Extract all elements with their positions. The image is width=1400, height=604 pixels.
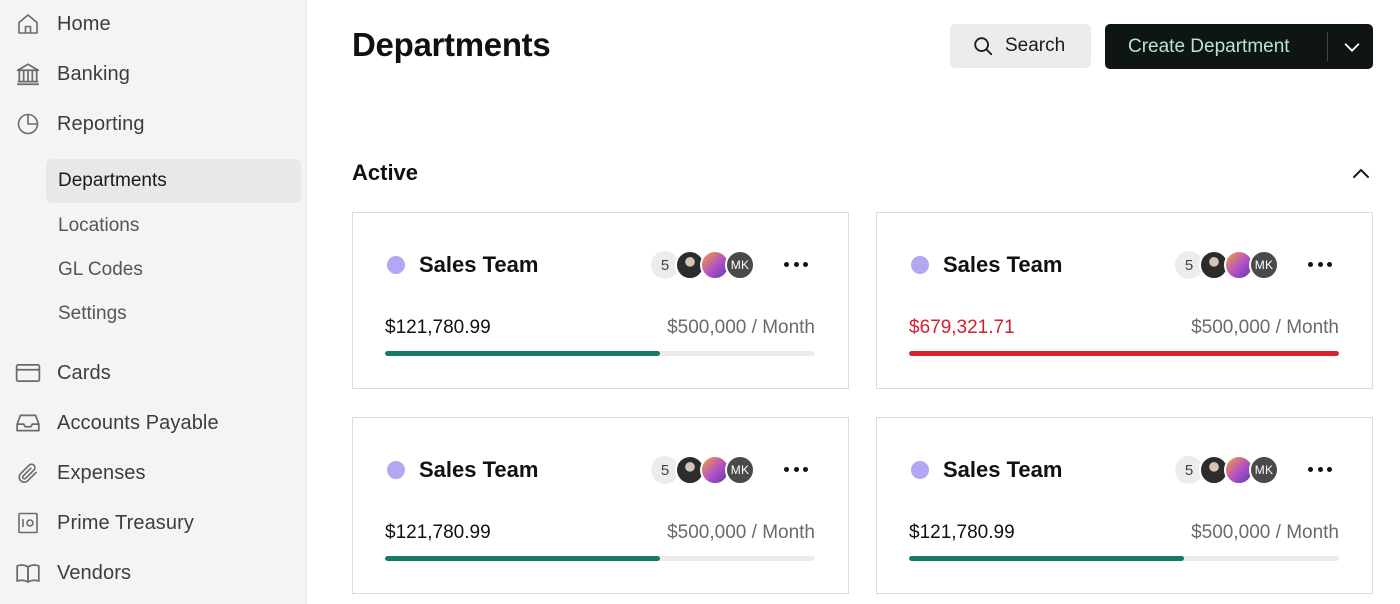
bank-icon [15, 61, 41, 87]
sidebar-item-label: Expenses [57, 461, 146, 484]
spent-amount: $679,321.71 [909, 317, 1015, 338]
department-name: Sales Team [419, 252, 539, 277]
sidebar-item-label: Reporting [57, 112, 145, 135]
chevron-down-icon[interactable] [1341, 36, 1363, 58]
budget-amount: $500,000 / Month [667, 317, 815, 338]
more-options-icon[interactable] [781, 458, 811, 480]
sidebar-subitem-gl-codes[interactable]: GL Codes [46, 248, 301, 292]
spent-amount: $121,780.99 [385, 522, 491, 543]
more-options-icon[interactable] [1305, 458, 1335, 480]
department-name: Sales Team [943, 457, 1063, 482]
avatar[interactable]: MK [725, 250, 755, 280]
budget-progress-fill [909, 351, 1339, 356]
sidebar-item-cards[interactable]: Cards [0, 353, 307, 393]
budget-amount: $500,000 / Month [1191, 522, 1339, 543]
budget-progress-fill [385, 556, 661, 561]
sidebar-item-label: Home [57, 12, 111, 35]
book-icon [15, 560, 41, 586]
spent-amount: $121,780.99 [385, 317, 491, 338]
department-color-dot [911, 461, 929, 479]
page-title: Departments [352, 26, 551, 63]
create-department-label: Create Department [1128, 36, 1290, 57]
budget-progress-bar [385, 556, 815, 561]
sidebar-subitem-settings[interactable]: Settings [46, 292, 301, 336]
department-color-dot [387, 256, 405, 274]
sidebar-item-reporting[interactable]: Reporting [0, 104, 307, 144]
avatar[interactable] [1224, 455, 1254, 485]
credit-card-icon [15, 360, 41, 386]
department-card[interactable]: Sales Team 5 MK $679,321.71 $500,000 / M… [876, 212, 1373, 389]
chevron-up-icon[interactable] [1349, 162, 1373, 186]
inbox-icon [15, 410, 41, 436]
department-card[interactable]: Sales Team 5 MK $121,780.99 $500,000 / M… [876, 417, 1373, 594]
sidebar-item-label: Accounts Payable [57, 411, 219, 434]
create-department-button[interactable]: Create Department [1105, 24, 1373, 69]
home-icon [15, 11, 41, 37]
search-button-label: Search [1005, 35, 1066, 56]
avatar[interactable]: MK [1249, 250, 1279, 280]
department-name: Sales Team [943, 252, 1063, 277]
sidebar-item-accounts-payable[interactable]: Accounts Payable [0, 403, 307, 443]
department-card[interactable]: Sales Team 5 MK $121,780.99 $500,000 / M… [352, 212, 849, 389]
budget-amount: $500,000 / Month [667, 522, 815, 543]
member-count-badge[interactable]: 5 [1175, 456, 1203, 484]
department-color-dot [911, 256, 929, 274]
sidebar: Home Banking Reporting Departments Locat… [0, 0, 307, 604]
more-options-icon[interactable] [781, 253, 811, 275]
section-title-active: Active [352, 160, 419, 185]
budget-progress-fill [385, 351, 661, 356]
sidebar-subitem-label: GL Codes [58, 259, 143, 280]
pie-chart-icon [15, 111, 41, 137]
sidebar-item-banking[interactable]: Banking [0, 54, 307, 94]
sidebar-item-label: Vendors [57, 561, 132, 584]
budget-progress-bar [909, 556, 1339, 561]
sidebar-item-prime-treasury[interactable]: Prime Treasury [0, 503, 307, 543]
budget-amount: $500,000 / Month [1191, 317, 1339, 338]
budget-progress-bar [909, 351, 1339, 356]
more-options-icon[interactable] [1305, 253, 1335, 275]
sidebar-subitem-label: Locations [58, 215, 140, 236]
treasury-icon [15, 510, 41, 536]
search-button[interactable]: Search [950, 24, 1091, 68]
budget-progress-bar [385, 351, 815, 356]
sidebar-subitem-departments[interactable]: Departments [46, 159, 301, 203]
sidebar-item-vendors[interactable]: Vendors [0, 553, 307, 593]
sidebar-item-label: Banking [57, 62, 130, 85]
spent-amount: $121,780.99 [909, 522, 1015, 543]
sidebar-item-home[interactable]: Home [0, 4, 307, 44]
sidebar-subitem-label: Departments [58, 170, 167, 191]
avatar[interactable]: MK [725, 455, 755, 485]
member-count-badge[interactable]: 5 [651, 456, 679, 484]
department-color-dot [387, 461, 405, 479]
paperclip-icon [15, 460, 41, 486]
member-count-badge[interactable]: 5 [651, 251, 679, 279]
search-icon [972, 35, 994, 57]
sidebar-item-label: Cards [57, 361, 111, 384]
sidebar-subitem-label: Settings [58, 303, 127, 324]
budget-progress-fill [909, 556, 1185, 561]
department-name: Sales Team [419, 457, 539, 482]
sidebar-subitem-locations[interactable]: Locations [46, 204, 301, 248]
member-count-badge[interactable]: 5 [1175, 251, 1203, 279]
sidebar-item-label: Prime Treasury [57, 511, 194, 534]
department-card[interactable]: Sales Team 5 MK $121,780.99 $500,000 / M… [352, 417, 849, 594]
button-divider [1327, 32, 1328, 61]
avatar[interactable]: MK [1249, 455, 1279, 485]
sidebar-item-expenses[interactable]: Expenses [0, 453, 307, 493]
